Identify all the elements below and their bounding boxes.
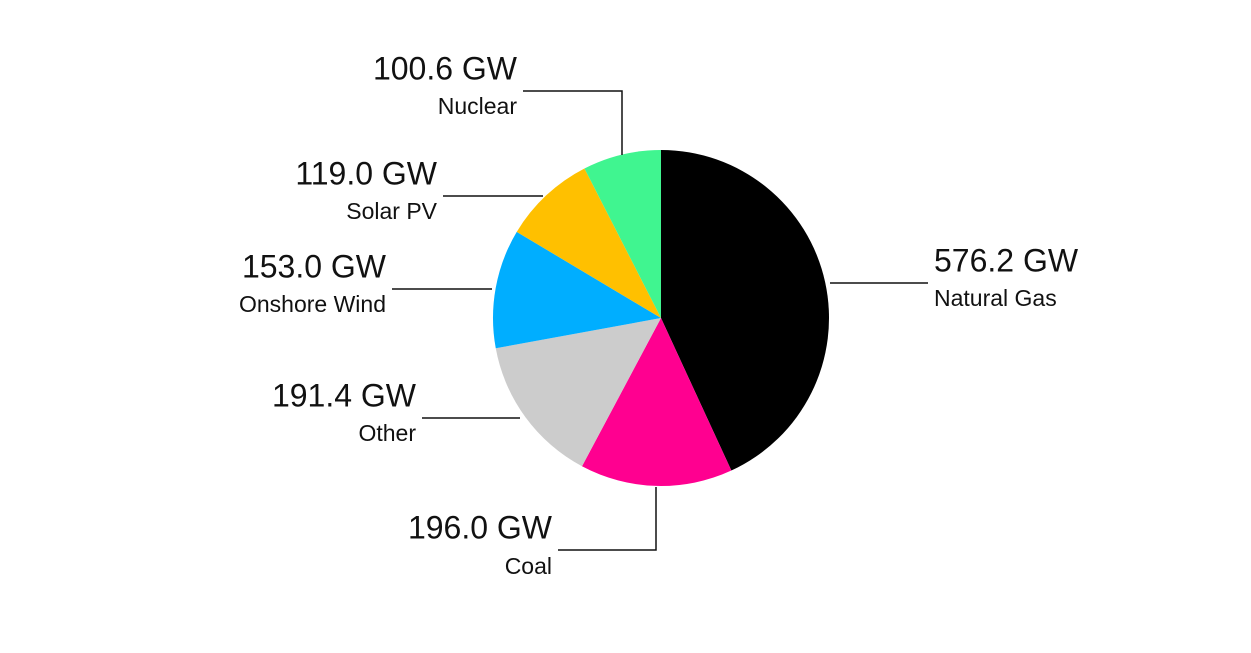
pie-slice: [495, 318, 661, 467]
category-label: Onshore Wind: [239, 291, 386, 317]
leader-line: [558, 487, 657, 551]
category-label: Other: [358, 420, 416, 446]
pie-slice: [582, 318, 732, 487]
pie-slice: [516, 168, 661, 318]
value-label: 191.4 GW: [272, 377, 417, 413]
pie-slice: [584, 150, 661, 318]
category-label: Natural Gas: [934, 285, 1057, 311]
value-label: 100.6 GW: [373, 50, 518, 86]
value-label: 196.0 GW: [408, 509, 553, 545]
value-label: 119.0 GW: [295, 155, 437, 191]
leader-line: [523, 90, 623, 155]
category-label: Coal: [505, 553, 552, 579]
category-label: Solar PV: [346, 198, 437, 224]
pie-slice: [492, 231, 661, 349]
value-label: 576.2 GW: [934, 242, 1079, 278]
pie-slice: [661, 149, 830, 471]
value-label: 153.0 GW: [242, 248, 387, 284]
category-label: Nuclear: [438, 93, 518, 119]
